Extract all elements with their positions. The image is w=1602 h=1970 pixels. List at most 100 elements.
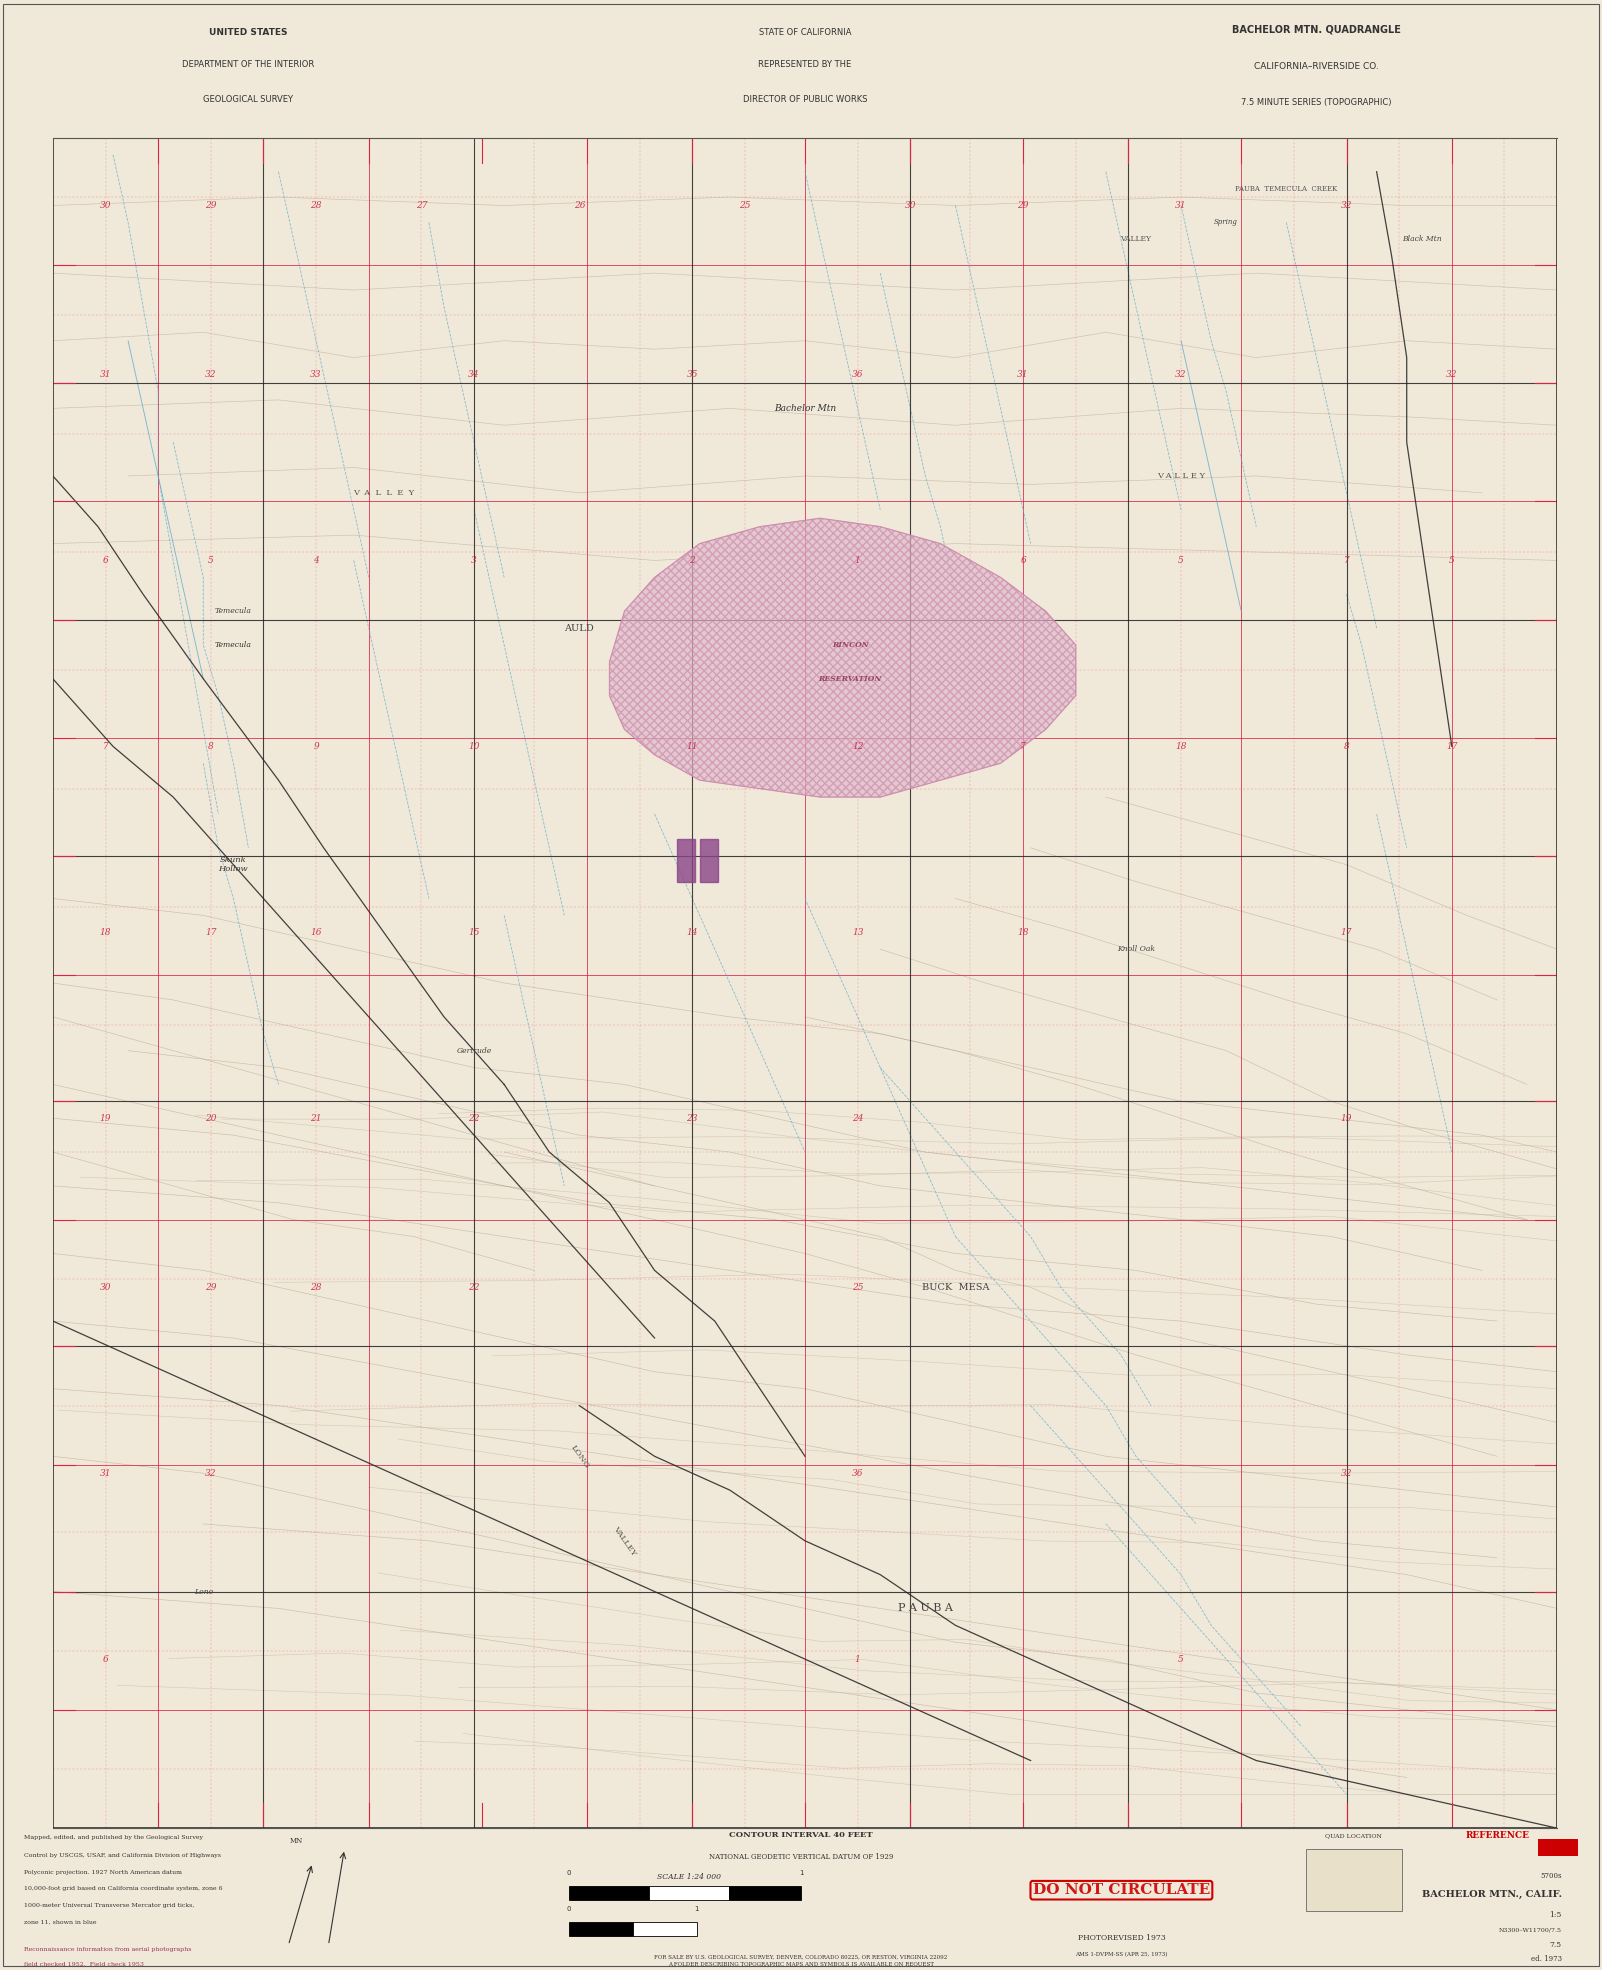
Text: VALLEY: VALLEY xyxy=(1120,234,1152,244)
Text: 7: 7 xyxy=(1020,743,1025,751)
Text: 32: 32 xyxy=(1447,370,1458,378)
Bar xyxy=(1538,1840,1578,1856)
Text: ed. 1973: ed. 1973 xyxy=(1532,1954,1562,1962)
Text: 20: 20 xyxy=(205,1113,216,1123)
Text: 25: 25 xyxy=(852,1282,863,1292)
Text: 18: 18 xyxy=(99,928,111,938)
Text: 4: 4 xyxy=(314,556,319,565)
Text: NATIONAL GEODETIC VERTICAL DATUM OF 1929: NATIONAL GEODETIC VERTICAL DATUM OF 1929 xyxy=(708,1854,894,1862)
Text: 15: 15 xyxy=(468,928,481,938)
Bar xyxy=(1306,1848,1402,1911)
Text: REPRESENTED BY THE: REPRESENTED BY THE xyxy=(758,61,852,69)
Text: 8: 8 xyxy=(208,743,213,751)
Text: 34: 34 xyxy=(468,370,481,378)
Text: 28: 28 xyxy=(311,201,322,211)
Text: 1: 1 xyxy=(855,1655,860,1663)
Text: 22: 22 xyxy=(468,1282,481,1292)
Bar xyxy=(700,839,718,883)
Text: 30: 30 xyxy=(99,201,111,211)
Text: Polyconic projection. 1927 North American datum: Polyconic projection. 1927 North America… xyxy=(24,1870,183,1875)
Text: GEOLOGICAL SURVEY: GEOLOGICAL SURVEY xyxy=(203,95,293,104)
Text: N3300–W11700/7.5: N3300–W11700/7.5 xyxy=(1499,1927,1562,1933)
Text: MN: MN xyxy=(290,1836,303,1844)
Text: 1000-meter Universal Transverse Mercator grid ticks,: 1000-meter Universal Transverse Mercator… xyxy=(24,1903,194,1907)
Text: 22: 22 xyxy=(468,1113,481,1123)
Text: 10,000-foot grid based on California coordinate system, zone 6: 10,000-foot grid based on California coo… xyxy=(24,1885,223,1891)
Text: 1: 1 xyxy=(695,1907,698,1913)
Text: AULD: AULD xyxy=(564,624,594,632)
Text: REFERENCE: REFERENCE xyxy=(1466,1830,1530,1840)
Bar xyxy=(729,1885,801,1899)
Text: Temecula: Temecula xyxy=(215,640,252,648)
Text: 7.5 MINUTE SERIES (TOPOGRAPHIC): 7.5 MINUTE SERIES (TOPOGRAPHIC) xyxy=(1242,98,1392,106)
Text: 25: 25 xyxy=(739,201,751,211)
Text: 5: 5 xyxy=(208,556,213,565)
Text: 29: 29 xyxy=(205,1282,216,1292)
Text: 17: 17 xyxy=(205,928,216,938)
Text: DO NOT CIRCULATE: DO NOT CIRCULATE xyxy=(1033,1883,1210,1897)
Text: 13: 13 xyxy=(852,928,863,938)
Bar xyxy=(678,839,695,883)
Text: 6: 6 xyxy=(103,1655,109,1663)
Text: 35: 35 xyxy=(686,370,698,378)
Bar xyxy=(569,1923,633,1937)
Text: 5: 5 xyxy=(1448,556,1455,565)
Text: P A U B A: P A U B A xyxy=(897,1604,953,1613)
Bar xyxy=(633,1923,697,1937)
Text: 31: 31 xyxy=(1017,370,1028,378)
Text: 28: 28 xyxy=(311,1282,322,1292)
Text: Control by USCGS, USAF, and California Division of Highways: Control by USCGS, USAF, and California D… xyxy=(24,1854,221,1858)
Text: 7: 7 xyxy=(1344,556,1349,565)
Text: PAUBA  TEMECULA  CREEK: PAUBA TEMECULA CREEK xyxy=(1235,185,1338,193)
Text: V  A  L  L  E  Y: V A L L E Y xyxy=(352,489,415,496)
Text: VALLEY: VALLEY xyxy=(612,1525,638,1556)
Text: SCALE 1:24 000: SCALE 1:24 000 xyxy=(657,1873,721,1881)
Text: 8: 8 xyxy=(1344,743,1349,751)
Bar xyxy=(649,1885,729,1899)
Text: AMS 1-DVPM-SS (APR 25, 1973): AMS 1-DVPM-SS (APR 25, 1973) xyxy=(1075,1952,1168,1958)
Text: 27: 27 xyxy=(415,201,428,211)
Text: 24: 24 xyxy=(852,1113,863,1123)
Text: DIRECTOR OF PUBLIC WORKS: DIRECTOR OF PUBLIC WORKS xyxy=(743,95,867,104)
Text: 18: 18 xyxy=(1017,928,1028,938)
Text: 16: 16 xyxy=(311,928,322,938)
Text: 5700s: 5700s xyxy=(1541,1872,1562,1879)
Text: PHOTOREVISED 1973: PHOTOREVISED 1973 xyxy=(1078,1935,1165,1942)
Text: 31: 31 xyxy=(99,1470,111,1478)
Text: 23: 23 xyxy=(686,1113,698,1123)
Text: field checked 1952.  Field check 1953: field checked 1952. Field check 1953 xyxy=(24,1962,144,1966)
Bar xyxy=(569,1885,649,1899)
Text: Reconnaissance information from aerial photographs: Reconnaissance information from aerial p… xyxy=(24,1946,192,1952)
Text: 31: 31 xyxy=(99,370,111,378)
Text: CONTOUR INTERVAL 40 FEET: CONTOUR INTERVAL 40 FEET xyxy=(729,1830,873,1838)
Text: Knoll Oak: Knoll Oak xyxy=(1117,946,1155,953)
Text: zone 11, shown in blue: zone 11, shown in blue xyxy=(24,1919,96,1925)
Text: 30: 30 xyxy=(99,1282,111,1292)
Text: 36: 36 xyxy=(852,1470,863,1478)
Text: BACHELOR MTN. QUADRANGLE: BACHELOR MTN. QUADRANGLE xyxy=(1232,24,1400,33)
Text: 11: 11 xyxy=(686,743,698,751)
Text: BACHELOR MTN., CALIF.: BACHELOR MTN., CALIF. xyxy=(1423,1891,1562,1899)
Text: 30: 30 xyxy=(905,201,916,211)
Text: 12: 12 xyxy=(852,743,863,751)
Text: 14: 14 xyxy=(686,928,698,938)
Text: 32: 32 xyxy=(205,1470,216,1478)
Text: 7.5: 7.5 xyxy=(1549,1940,1562,1948)
Text: Bachelor Mtn: Bachelor Mtn xyxy=(774,404,836,414)
Text: 21: 21 xyxy=(311,1113,322,1123)
Text: 31: 31 xyxy=(1176,201,1187,211)
Text: Skunk
Hollow: Skunk Hollow xyxy=(218,857,248,873)
Text: 7: 7 xyxy=(103,743,109,751)
Text: 6: 6 xyxy=(1020,556,1025,565)
Text: LONG: LONG xyxy=(569,1444,590,1470)
Text: UNITED STATES: UNITED STATES xyxy=(210,28,288,37)
Text: 0: 0 xyxy=(567,1907,570,1913)
Text: 10: 10 xyxy=(468,743,481,751)
Text: 26: 26 xyxy=(574,201,585,211)
Text: 32: 32 xyxy=(1176,370,1187,378)
Text: 29: 29 xyxy=(205,201,216,211)
Text: A FOLDER DESCRIBING TOPOGRAPHIC MAPS AND SYMBOLS IS AVAILABLE ON REQUEST: A FOLDER DESCRIBING TOPOGRAPHIC MAPS AND… xyxy=(668,1960,934,1966)
Text: 18: 18 xyxy=(1176,743,1187,751)
Text: 9: 9 xyxy=(314,743,319,751)
Text: 32: 32 xyxy=(205,370,216,378)
